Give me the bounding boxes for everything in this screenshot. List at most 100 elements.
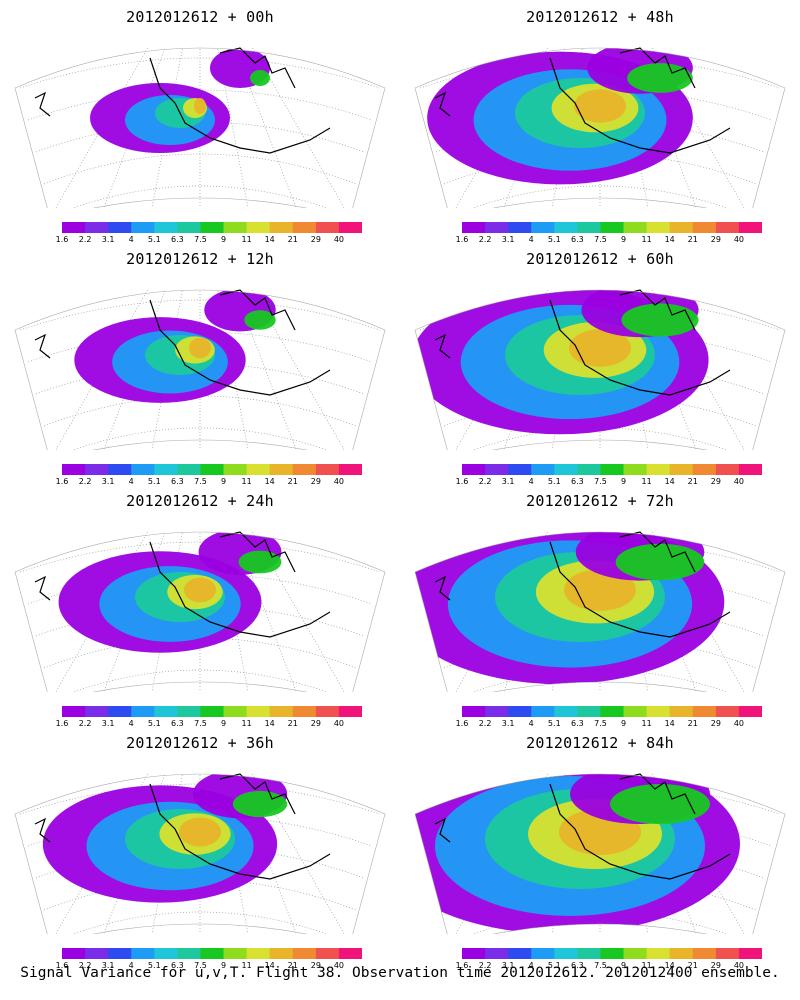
colorbar <box>62 706 362 717</box>
colorbar-tick-label: 29 <box>710 961 721 970</box>
colorbar-swatch <box>200 948 225 959</box>
colorbar-swatch <box>200 222 225 233</box>
colorbar-tick-label: 7.5 <box>594 477 607 486</box>
variance-contour <box>569 329 631 367</box>
variance-map <box>414 47 786 219</box>
colorbar-swatch <box>738 706 762 717</box>
colorbar-tick-label: 5.1 <box>547 477 561 486</box>
colorbar <box>462 948 762 959</box>
colorbar-swatch <box>508 222 532 233</box>
variance-contour <box>184 577 216 603</box>
colorbar-tick-label: 29 <box>710 477 721 486</box>
colorbar-swatch <box>738 948 762 959</box>
colorbar-swatch <box>223 948 248 959</box>
colorbar-swatch <box>508 948 532 959</box>
colorbar-swatch <box>131 222 155 233</box>
colorbar-swatch <box>200 464 225 475</box>
variance-contour <box>615 543 705 581</box>
colorbar-swatch <box>292 464 317 475</box>
colorbar-swatch <box>462 706 486 717</box>
panel-title: 2012012612 + 36h <box>126 734 274 752</box>
colorbar-tick-label: 2.2 <box>78 961 92 970</box>
colorbar-swatch <box>154 948 178 959</box>
colorbar-tick-label: 14 <box>264 961 275 970</box>
coastline <box>34 773 331 880</box>
colorbar-tick-label: 2.2 <box>478 235 492 244</box>
colorbar-ticks: 1.6 2.2 3.1 4 5.1 6.3 7.5 9 11 14 21 29 40 <box>56 719 362 729</box>
colorbar-tick-label: 4 <box>128 235 134 244</box>
variance-field <box>58 532 282 653</box>
colorbar-tick-label: 3.1 <box>501 961 515 970</box>
colorbar-swatch <box>531 706 555 717</box>
colorbar-tick-label: 11 <box>641 961 652 970</box>
map-panel: 2012012612 + 84h 1.6 2.2 3.1 4 5.1 6.3 7.5 9 11 14… <box>400 726 800 970</box>
colorbar-swatch <box>715 706 740 717</box>
colorbar-swatch <box>269 222 294 233</box>
colorbar-tick-label: 1.6 <box>455 961 469 970</box>
colorbar-swatch <box>531 222 555 233</box>
colorbar-ticks: 1.6 2.2 3.1 4 5.1 6.3 7.5 9 11 14 21 29 40 <box>456 719 762 729</box>
colorbar-tick-label: 6.3 <box>571 235 584 244</box>
colorbar-tick-label: 4 <box>128 961 134 970</box>
colorbar-tick-label: 7.5 <box>194 719 207 728</box>
colorbar-tick-label: 14 <box>264 719 275 728</box>
variance-map <box>414 531 786 703</box>
panel-title: 2012012612 + 12h <box>126 250 274 268</box>
colorbar-swatch <box>600 948 625 959</box>
colorbar-swatch <box>623 464 648 475</box>
colorbar <box>62 464 362 475</box>
colorbar-tick-label: 5.1 <box>147 719 161 728</box>
map-panel: 2012012612 + 72h 1.6 2.2 3.1 4 5.1 6.3 7.5 9 11 14… <box>400 484 800 729</box>
colorbar-swatch <box>338 222 362 233</box>
colorbar-tick-label: 40 <box>333 961 345 970</box>
colorbar-tick-label: 40 <box>733 719 745 728</box>
colorbar-swatch <box>315 464 340 475</box>
colorbar-swatch <box>531 948 555 959</box>
colorbar-swatch <box>531 464 555 475</box>
variance-field <box>415 532 725 685</box>
variance-field <box>415 774 740 934</box>
colorbar-swatch <box>62 222 86 233</box>
variance-contour <box>189 337 211 359</box>
colorbar-tick-label: 2.2 <box>78 477 92 486</box>
colorbar-tick-label: 5.1 <box>147 477 161 486</box>
colorbar-tick-label: 1.6 <box>55 477 69 486</box>
colorbar-tick-label: 40 <box>333 235 345 244</box>
colorbar-swatch <box>508 464 532 475</box>
colorbar-tick-label: 29 <box>310 235 321 244</box>
colorbar-swatch <box>577 948 601 959</box>
colorbar-tick-label: 40 <box>733 961 745 970</box>
colorbar-swatch <box>462 948 486 959</box>
colorbar-swatch <box>62 464 86 475</box>
colorbar-tick-label: 7.5 <box>194 961 207 970</box>
colorbar-swatch <box>623 222 648 233</box>
colorbar-swatch <box>338 706 362 717</box>
colorbar-tick-label: 6.3 <box>571 961 584 970</box>
variance-map <box>14 289 386 461</box>
colorbar-tick-label: 7.5 <box>594 961 607 970</box>
colorbar-tick-label: 11 <box>241 961 252 970</box>
map-area <box>10 28 390 219</box>
colorbar-tick-label: 2.2 <box>478 961 492 970</box>
map-area <box>410 28 790 219</box>
panel-title: 2012012612 + 48h <box>526 8 674 26</box>
variance-contour <box>627 63 693 93</box>
colorbar-tick-label: 4 <box>528 961 534 970</box>
colorbar-tick-label: 9 <box>620 961 627 970</box>
map-panel: 2012012612 + 00h 1.6 2.2 3.1 4 5.1 6.3 7.5 9 11 14… <box>0 0 400 244</box>
colorbar-swatch <box>715 464 740 475</box>
colorbar-swatch <box>292 222 317 233</box>
colorbar-tick-label: 3.1 <box>101 477 115 486</box>
variance-field <box>415 290 709 435</box>
variance-contour <box>244 310 276 330</box>
colorbar-swatch <box>508 706 532 717</box>
colorbar-swatch <box>669 464 694 475</box>
colorbar-tick-label: 6.3 <box>171 477 184 486</box>
colorbar-swatch <box>246 948 271 959</box>
colorbar-swatch <box>600 464 625 475</box>
variance-map <box>14 47 386 219</box>
colorbar-tick-label: 29 <box>310 719 321 728</box>
colorbar-swatch <box>462 464 486 475</box>
colorbar-swatch <box>108 948 132 959</box>
colorbar-swatch <box>715 222 740 233</box>
